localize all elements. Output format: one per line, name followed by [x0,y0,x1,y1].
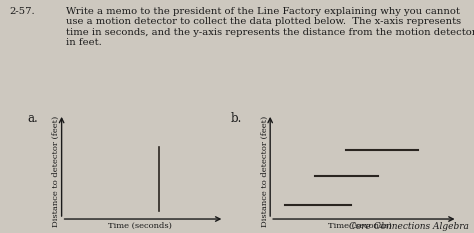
Y-axis label: Distance to detector (feet): Distance to detector (feet) [52,116,60,227]
Y-axis label: Distance to detector (feet): Distance to detector (feet) [261,116,269,227]
Text: a.: a. [27,112,38,125]
Text: b.: b. [230,112,242,125]
Text: Core Connections Algebra: Core Connections Algebra [349,222,469,231]
X-axis label: Time (seconds): Time (seconds) [328,222,392,230]
Text: Write a memo to the president of the Line Factory explaining why you cannot
use : Write a memo to the president of the Lin… [66,7,474,47]
Text: 2-57.: 2-57. [9,7,35,16]
X-axis label: Time (seconds): Time (seconds) [108,222,172,230]
